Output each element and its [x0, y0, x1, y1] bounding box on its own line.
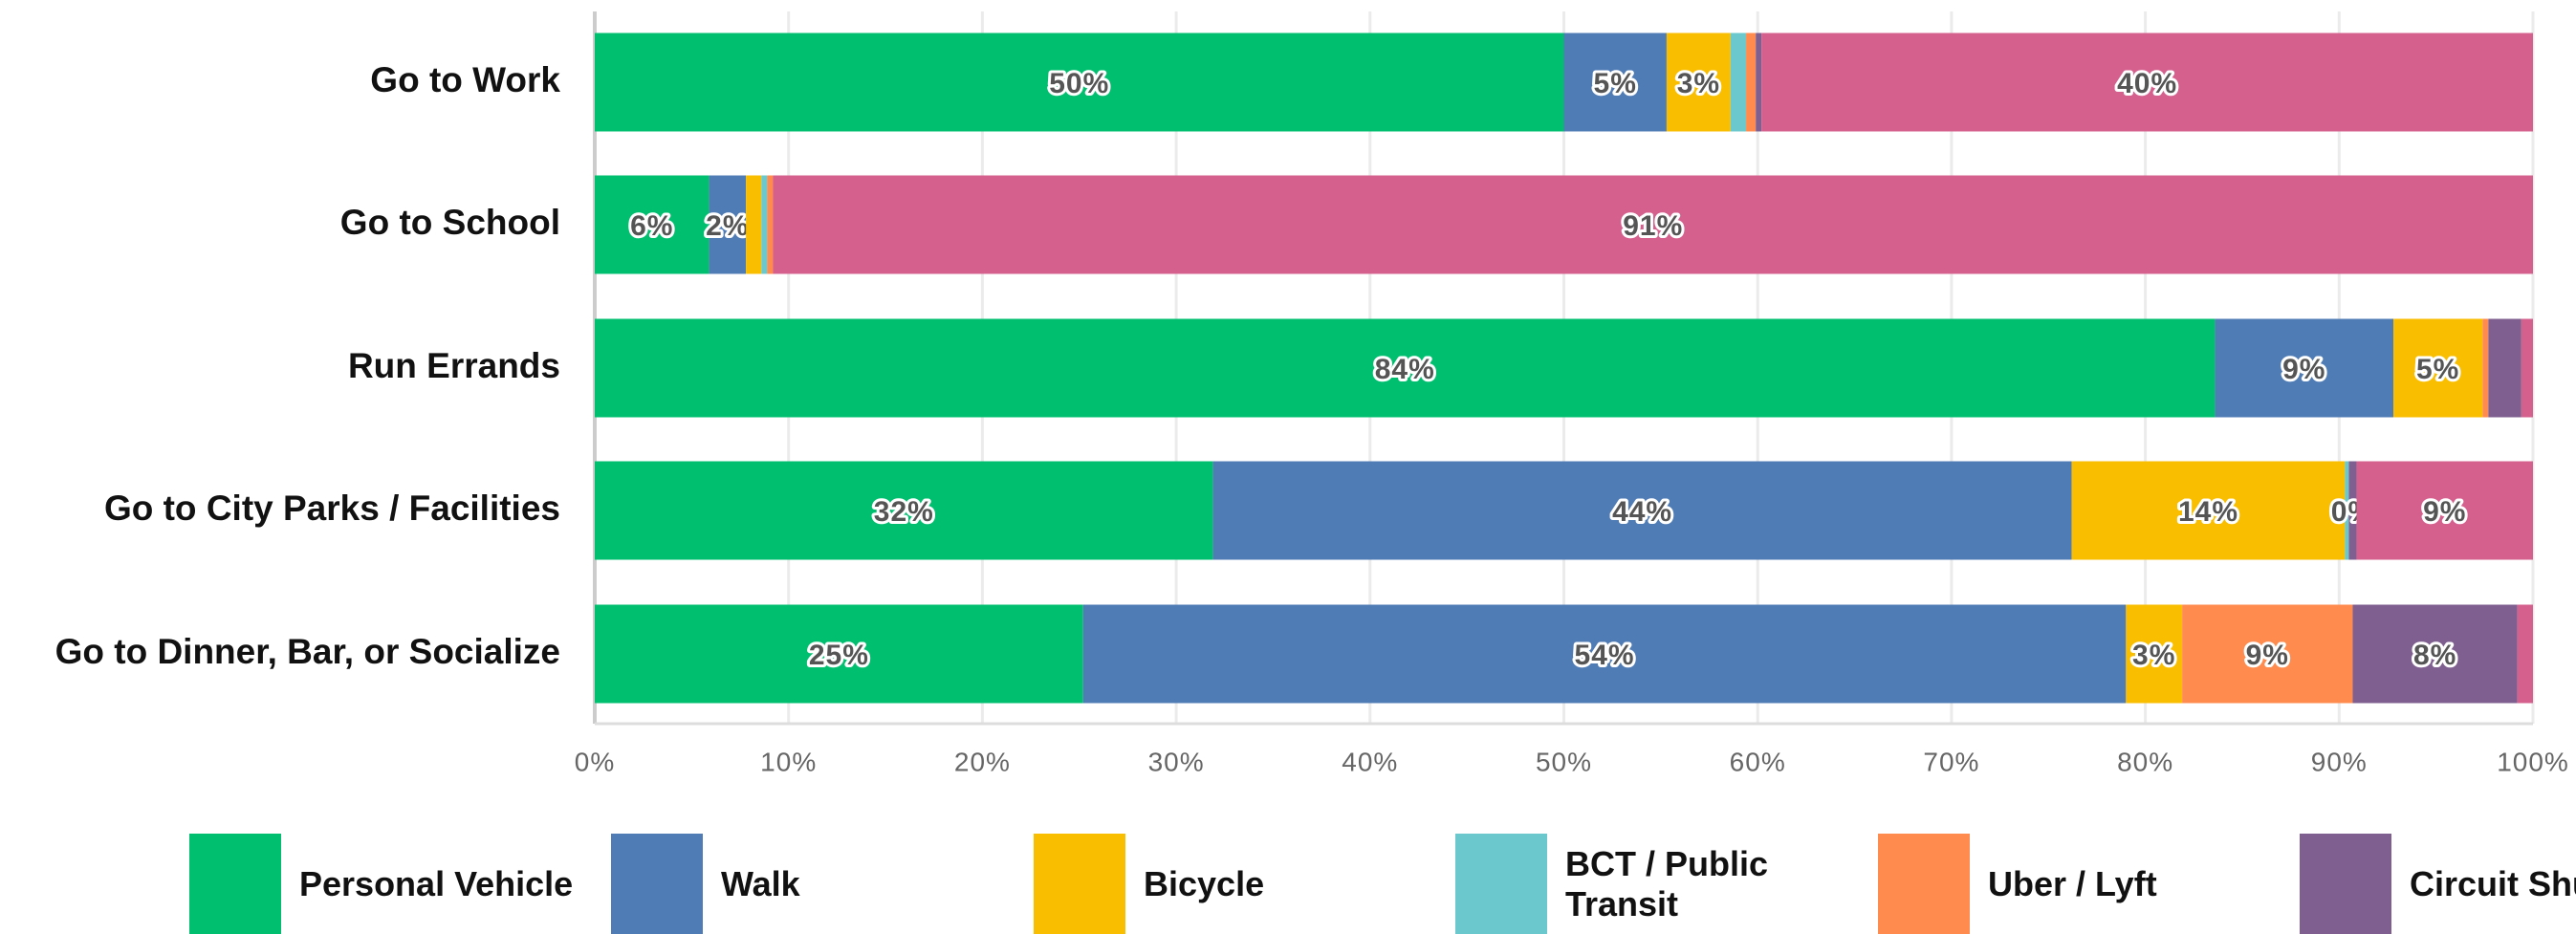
- bar-segment: [1082, 604, 2127, 704]
- bar-segment: [773, 175, 2533, 274]
- data-label: 25%: [809, 640, 869, 671]
- bar-segment: [2517, 604, 2533, 704]
- legend-label: Walk: [721, 863, 800, 903]
- legend-label: BCT / Public Transit: [1565, 843, 1769, 923]
- bar-segment: [595, 175, 709, 274]
- bar-segment: [746, 175, 762, 274]
- data-label: 5%: [2416, 354, 2459, 385]
- data-label: 9%: [2246, 640, 2289, 671]
- bar-segment: [2521, 318, 2533, 418]
- data-label: 9%: [2423, 496, 2466, 528]
- bar-segment: [1730, 33, 1747, 132]
- x-tick-label: 50%: [1536, 747, 1592, 776]
- data-label: 40%: [2117, 68, 2177, 99]
- x-tick-label: 40%: [1342, 747, 1398, 776]
- category-label: Go to City Parks / Facilities: [104, 489, 560, 528]
- bar-segment: [1746, 33, 1757, 132]
- bar-segment: [595, 461, 1213, 560]
- bar-segment: [1212, 461, 2072, 560]
- bar-segment: [2345, 461, 2349, 560]
- bar-segment: [2126, 604, 2183, 704]
- bar-segment: [595, 318, 2216, 418]
- data-label: 6%: [630, 210, 673, 242]
- bar-segment: [2488, 318, 2521, 418]
- category-label: Run Errands: [348, 346, 560, 385]
- legend-label: Personal Vehicle: [299, 863, 574, 903]
- bar-segment: [2071, 461, 2346, 560]
- x-tick-label: 100%: [2497, 747, 2569, 776]
- legend-label: Circuit Shuttle: [2410, 863, 2576, 903]
- bar-segment: [1761, 33, 2533, 132]
- data-label: 84%: [1375, 354, 1435, 385]
- bar-segment: [2215, 318, 2394, 418]
- category-label: Go to School: [340, 203, 560, 242]
- category-label: Go to Work: [370, 60, 560, 99]
- data-label: 14%: [2178, 496, 2238, 528]
- legend-label: Bicycle: [1144, 863, 1265, 903]
- data-label: 32%: [874, 496, 934, 528]
- legend-label-box: Uber / Lyft: [1988, 863, 2157, 903]
- data-label: 9%: [2282, 354, 2325, 385]
- bar-segment: [761, 175, 768, 274]
- legend-label-box: Walk: [721, 863, 800, 903]
- bar-segment: [2348, 461, 2357, 560]
- x-tick-label: 80%: [2117, 747, 2173, 776]
- bar-segment: [2482, 318, 2489, 418]
- x-tick-label: 0%: [575, 747, 615, 776]
- legend-label-box: Circuit Shuttle: [2410, 863, 2576, 903]
- bar-segment: [595, 33, 1564, 132]
- bar-segment: [2393, 318, 2483, 418]
- legend-label-box: Personal Vehicle: [299, 863, 574, 903]
- data-label: 5%: [1594, 68, 1637, 99]
- legend-swatch: [189, 834, 281, 934]
- category-label: Go to Dinner, Bar, or Socialize: [55, 632, 560, 671]
- data-label: 91%: [1623, 210, 1683, 242]
- legend-label-box: Bicycle: [1144, 863, 1265, 903]
- legend-label: Uber / Lyft: [1988, 863, 2157, 903]
- bar-segment: [1666, 33, 1731, 132]
- data-label: 8%: [2413, 640, 2456, 671]
- x-tick-label: 10%: [760, 747, 817, 776]
- bar-segment: [767, 175, 774, 274]
- bar-segment: [2182, 604, 2353, 704]
- x-tick-label: 70%: [1923, 747, 1979, 776]
- bar-segment: [1563, 33, 1667, 132]
- x-tick-label: 30%: [1148, 747, 1205, 776]
- bar-segment: [709, 175, 747, 274]
- bar-segment: [1756, 33, 1762, 132]
- legend-swatch: [1455, 834, 1547, 934]
- bar-segment: [2352, 604, 2518, 704]
- legend-swatch: [611, 834, 703, 934]
- legend-label-box: BCT / Public Transit: [1565, 843, 1769, 923]
- legend-swatch: [2300, 834, 2391, 934]
- legend-swatch: [1034, 834, 1125, 934]
- data-label: 54%: [1575, 640, 1635, 671]
- data-label: 2%: [706, 210, 749, 242]
- bar-segment: [595, 604, 1083, 704]
- legend-swatch: [1878, 834, 1970, 934]
- bar-segment: [2356, 461, 2533, 560]
- data-label: 50%: [1049, 68, 1109, 99]
- data-label: 3%: [1677, 68, 1720, 99]
- data-label: 44%: [1612, 496, 1672, 528]
- x-tick-label: 90%: [2311, 747, 2368, 776]
- data-label: 3%: [2132, 640, 2175, 671]
- x-tick-label: 60%: [1730, 747, 1786, 776]
- x-tick-label: 20%: [954, 747, 1011, 776]
